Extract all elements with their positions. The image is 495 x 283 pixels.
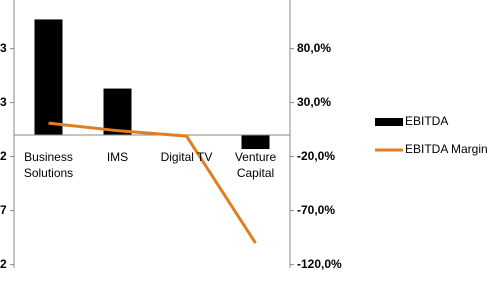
legend-label: EBITDA Margin (405, 142, 488, 156)
y-tick-label: 3 (0, 95, 7, 109)
x-tick-label: Digital TV (160, 150, 213, 164)
y-tick-label: 7 (0, 203, 7, 217)
x-tick-label: IMS (106, 150, 129, 164)
y2-tick-label: -120,0% (297, 257, 342, 271)
bar (34, 19, 63, 135)
y2-tick-label: -70,0% (297, 203, 335, 217)
y-tick-label: 3 (0, 41, 7, 55)
y-tick-label: 2 (0, 149, 7, 163)
y2-tick-label: 30,0% (297, 95, 331, 109)
line (48, 121, 257, 244)
y2-tick-label: 80,0% (297, 41, 331, 55)
legend-label: EBITDA (405, 114, 448, 128)
x-tick-label: Venture Capital (234, 150, 277, 180)
legend-swatch (375, 118, 403, 126)
bar (103, 88, 132, 135)
y2-tick-label: -20,0% (297, 149, 335, 163)
bar (241, 135, 270, 150)
x-tick-label: Business Solutions (23, 150, 74, 180)
y-tick-label: 2 (0, 257, 7, 271)
